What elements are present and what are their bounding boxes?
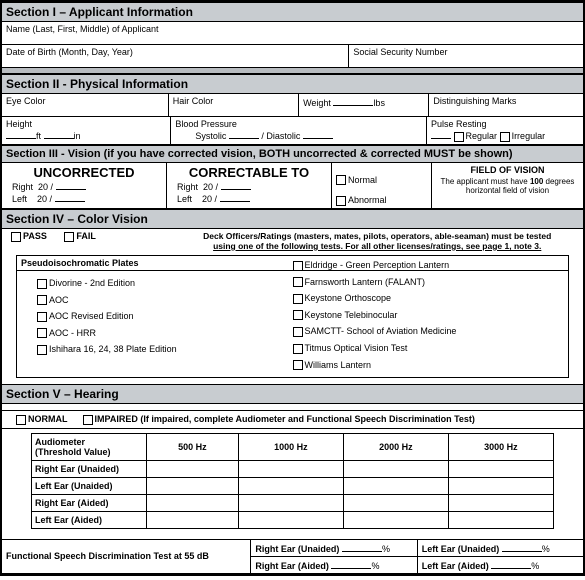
deck-officers-note: Deck Officers/Ratings (masters, mates, p…: [203, 231, 551, 241]
cv-option[interactable]: AOC - HRR: [37, 325, 293, 342]
correctable-label: CORRECTABLE TO: [171, 165, 327, 180]
section-1-header: Section I – Applicant Information: [2, 2, 583, 22]
cv-option[interactable]: AOC: [37, 292, 293, 309]
section-5-header: Section V – Hearing: [2, 384, 583, 404]
height-field[interactable]: Height ft in: [2, 117, 171, 144]
color-vision-right-col: Eldridge - Green Perception LanternFarns…: [293, 257, 549, 373]
weight-field[interactable]: Weight lbs: [299, 94, 429, 116]
pulse-field[interactable]: Pulse Resting Regular Irregular: [427, 117, 583, 144]
cv-option[interactable]: Eldridge - Green Perception Lantern: [293, 257, 549, 274]
irregular-checkbox[interactable]: [500, 132, 510, 142]
cv-option[interactable]: Keystone Telebinocular: [293, 307, 549, 324]
normal-vision-checkbox[interactable]: [336, 175, 346, 185]
uncorrected-label: UNCORRECTED: [6, 165, 162, 180]
section-3-header: Section III - Vision (if you have correc…: [2, 145, 583, 163]
cv-option[interactable]: AOC Revised Edition: [37, 308, 293, 325]
hair-color-field[interactable]: Hair Color: [169, 94, 299, 116]
section-4-header: Section IV – Color Vision: [2, 209, 583, 229]
marks-field[interactable]: Distinguishing Marks: [429, 94, 583, 116]
cv-option[interactable]: Keystone Orthoscope: [293, 290, 549, 307]
cv-option[interactable]: Titmus Optical Vision Test: [293, 340, 549, 357]
plates-label: Pseudoisochromatic Plates: [21, 258, 139, 268]
fov-label: FIELD OF VISION: [436, 165, 579, 175]
name-field[interactable]: Name (Last, First, Middle) of Applicant: [2, 22, 583, 44]
cv-option[interactable]: Ishihara 16, 24, 38 Plate Edition: [37, 341, 293, 358]
cv-option[interactable]: SAMCTT- School of Aviation Medicine: [293, 323, 549, 340]
func-speech-label: Functional Speech Discrimination Test at…: [2, 540, 251, 573]
hearing-normal-checkbox[interactable]: [16, 415, 26, 425]
dob-field[interactable]: Date of Birth (Month, Day, Year): [2, 45, 349, 67]
eye-color-field[interactable]: Eye Color: [2, 94, 169, 116]
section-2-header: Section II - Physical Information: [2, 74, 583, 94]
cv-option[interactable]: Williams Lantern: [293, 357, 549, 374]
color-vision-left-col: Divorine - 2nd EditionAOCAOC Revised Edi…: [37, 275, 293, 373]
abnormal-vision-checkbox[interactable]: [336, 196, 346, 206]
cv-option[interactable]: Divorine - 2nd Edition: [37, 275, 293, 292]
fail-checkbox[interactable]: [64, 232, 74, 242]
ssn-field[interactable]: Social Security Number: [349, 45, 583, 67]
hearing-impaired-checkbox[interactable]: [83, 415, 93, 425]
audiometer-table: Audiometer(Threshold Value) 500 Hz1000 H…: [31, 433, 554, 529]
bp-field[interactable]: Blood Pressure Systolic / Diastolic: [171, 117, 427, 144]
regular-checkbox[interactable]: [454, 132, 464, 142]
physical-exam-form: Section I – Applicant Information Name (…: [0, 0, 585, 576]
pass-checkbox[interactable]: [11, 232, 21, 242]
cv-option[interactable]: Farnsworth Lantern (FALANT): [293, 274, 549, 291]
